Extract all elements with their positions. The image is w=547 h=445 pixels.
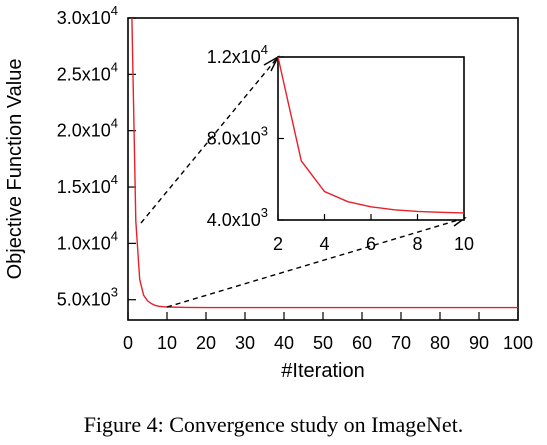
inset-x-tick-label: 8 (412, 234, 422, 254)
main-x-tick-label: 20 (196, 333, 216, 353)
main-y-tick-mantissa: 2.5x10 (57, 64, 111, 84)
main-x-tick-label: 50 (313, 333, 333, 353)
inset-y-tick-mantissa: 8.0x10 (207, 129, 261, 149)
main-y-tick-exponent: 4 (111, 172, 118, 187)
inset-y-tick-label: 8.0x103 (207, 124, 268, 149)
main-y-tick-mantissa: 1.0x10 (57, 233, 111, 253)
main-y-tick-mantissa: 5.0x10 (57, 290, 111, 310)
main-x-tick-label: 80 (430, 333, 450, 353)
x-axis-title: #Iteration (281, 360, 364, 382)
main-y-tick-exponent: 4 (111, 228, 118, 243)
inset-y-tick-label: 4.0x103 (207, 205, 268, 230)
main-x-tick-label: 70 (391, 333, 411, 353)
inset-y-tick-mantissa: 4.0x10 (207, 210, 261, 230)
main-x-ticks: 0 10 20 30 40 50 60 70 80 90 100 (123, 312, 533, 353)
main-y-ticks: 5.0x1031.0x1041.5x1042.0x1042.5x1043.0x1… (57, 3, 136, 310)
main-y-tick-label: 3.0x104 (57, 3, 118, 28)
convergence-chart: 0 10 20 30 40 50 60 70 80 90 100 5.0x1031.0x1041.5… (4, 3, 533, 382)
main-y-tick-label: 1.0x104 (57, 228, 118, 253)
main-y-tick-exponent: 3 (111, 285, 118, 300)
main-y-tick-label: 5.0x103 (57, 285, 118, 310)
inset-x-tick-label: 6 (366, 234, 376, 254)
y-axis-title: Objective Function Value (4, 59, 26, 280)
main-y-tick-mantissa: 3.0x10 (57, 8, 111, 28)
main-x-tick-label: 30 (235, 333, 255, 353)
main-y-tick-label: 1.5x104 (57, 172, 118, 197)
main-x-tick-label: 100 (503, 333, 533, 353)
inset-y-tick-mantissa: 1.2x10 (207, 47, 261, 67)
figure-caption: Figure 4: Convergence study on ImageNet. (83, 412, 464, 437)
main-y-tick-label: 2.0x104 (57, 116, 118, 141)
main-x-tick-label: 60 (352, 333, 372, 353)
inset-x-tick-label: 4 (319, 234, 329, 254)
inset-y-tick-label: 1.2x104 (207, 42, 268, 67)
main-series-line (131, 17, 518, 309)
inset-plot-frame (277, 56, 465, 221)
inset-x-tick-label: 2 (273, 234, 283, 254)
main-y-tick-exponent: 4 (111, 116, 118, 131)
zoom-arrow-upper (263, 55, 280, 72)
main-y-tick-mantissa: 1.5x10 (57, 177, 111, 197)
main-x-tick-label: 0 (123, 333, 133, 353)
main-y-tick-mantissa: 2.0x10 (57, 121, 111, 141)
inset-y-tick-exponent: 4 (261, 42, 268, 57)
inset-y-tick-exponent: 3 (261, 205, 268, 220)
main-y-tick-label: 2.5x104 (57, 59, 118, 84)
inset-x-tick-label: 10 (454, 234, 474, 254)
main-y-tick-exponent: 4 (111, 3, 118, 18)
inset-y-tick-exponent: 3 (261, 124, 268, 139)
main-y-tick-exponent: 4 (111, 59, 118, 74)
zoom-connector-lower (166, 217, 466, 308)
main-x-tick-label: 90 (469, 333, 489, 353)
main-x-tick-label: 10 (157, 333, 177, 353)
inset-x-ticks: 2 4 6 8 10 (273, 214, 474, 254)
inset-series-line (277, 56, 465, 214)
main-x-tick-label: 40 (274, 333, 294, 353)
